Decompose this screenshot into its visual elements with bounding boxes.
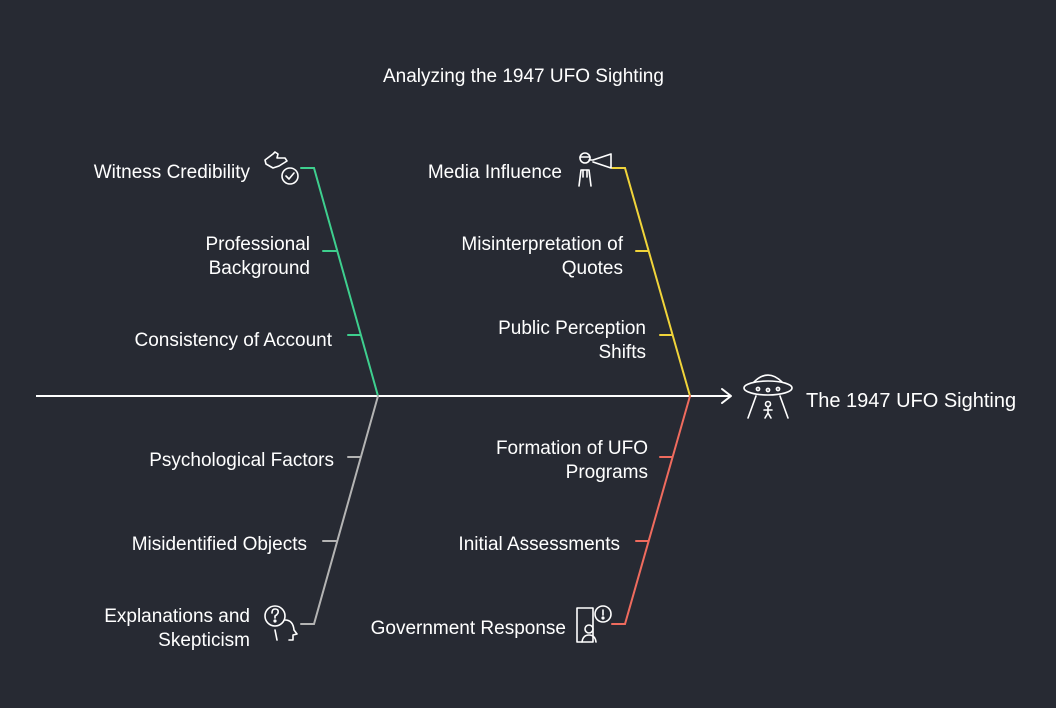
diagram-title: Analyzing the 1947 UFO Sighting: [383, 66, 664, 87]
category-witness-credibility: Witness Credibility: [93, 162, 250, 183]
branch-media-influence: [611, 167, 691, 397]
document-alert-icon: [576, 605, 612, 643]
cause-misidentified-objects: Misidentified Objects: [131, 534, 307, 555]
cause-public-perception-shifts: Public Perception Shifts: [498, 318, 646, 363]
category-government-response: Government Response: [370, 618, 566, 639]
cause-initial-assessments: Initial Assessments: [458, 534, 620, 555]
effect-label: The 1947 UFO Sighting: [806, 390, 1017, 412]
cause-psychological-factors: Psychological Factors: [149, 450, 334, 471]
spine-arrowhead: [721, 388, 732, 404]
branch-government-response: [611, 395, 691, 625]
person-megaphone-icon: [578, 152, 612, 187]
cause-formation-of-ufo-programs: Formation of UFO Programs: [495, 438, 648, 483]
head-question-icon: [264, 605, 298, 641]
ufo-icon: [743, 374, 793, 419]
cause-professional-background: Professional Background: [205, 234, 310, 279]
thumbs-up-check-icon: [264, 151, 299, 185]
category-explanations-skepticism: Explanations and Skepticism: [104, 606, 250, 651]
cause-consistency-of-account: Consistency of Account: [134, 330, 333, 351]
category-media-influence: Media Influence: [427, 162, 562, 183]
branch-witness-credibility: [300, 167, 379, 397]
branch-explanations-skepticism: [300, 395, 379, 625]
cause-misinterpretation-of-quotes: Misinterpretation of Quotes: [461, 234, 623, 279]
